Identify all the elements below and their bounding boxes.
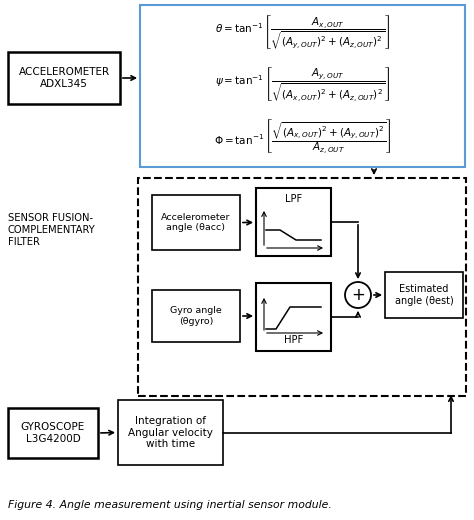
Text: +: + (351, 286, 365, 304)
Bar (152, 290, 240, 342)
Text: $\theta = \tan^{-1}\left[\dfrac{A_{x,OUT}}{\sqrt{(A_{y,OUT})^2+(A_{z,OUT})^2}}\r: $\theta = \tan^{-1}\left[\dfrac{A_{x,OUT… (215, 13, 390, 51)
Bar (256, 188, 331, 256)
Circle shape (345, 282, 371, 308)
Text: LPF: LPF (285, 194, 302, 204)
Text: Gyro angle
(θgyro): Gyro angle (θgyro) (170, 306, 222, 326)
Bar (385, 272, 463, 318)
Text: SENSOR FUSION-
COMPLEMENTARY
FILTER: SENSOR FUSION- COMPLEMENTARY FILTER (8, 213, 96, 246)
Text: $\Phi = \tan^{-1}\left[\dfrac{\sqrt{(A_{x,OUT})^2+(A_{y,OUT})^2}}{A_{z,OUT}}\rig: $\Phi = \tan^{-1}\left[\dfrac{\sqrt{(A_{… (214, 118, 391, 157)
Text: HPF: HPF (284, 335, 303, 345)
Text: ACCELEROMETER
ADXL345: ACCELEROMETER ADXL345 (18, 67, 109, 89)
Bar (8, 52, 120, 104)
Bar (152, 195, 240, 250)
Bar (8, 408, 98, 458)
Bar (140, 5, 465, 167)
Bar (138, 178, 466, 396)
Text: Estimated
angle (θest): Estimated angle (θest) (395, 284, 453, 306)
Text: $\psi = \tan^{-1}\left[\dfrac{A_{y,OUT}}{\sqrt{(A_{x,OUT})^2+(A_{z,OUT})^2}}\rig: $\psi = \tan^{-1}\left[\dfrac{A_{y,OUT}}… (215, 66, 390, 105)
Text: Integration of
Angular velocity
with time: Integration of Angular velocity with tim… (128, 416, 213, 449)
Text: GYROSCOPE
L3G4200D: GYROSCOPE L3G4200D (21, 422, 85, 444)
Bar (256, 283, 331, 351)
Bar (118, 400, 223, 465)
Text: Figure 4. Angle measurement using inertial sensor module.: Figure 4. Angle measurement using inerti… (8, 500, 332, 510)
Text: Accelerometer
angle (θacc): Accelerometer angle (θacc) (161, 213, 231, 232)
